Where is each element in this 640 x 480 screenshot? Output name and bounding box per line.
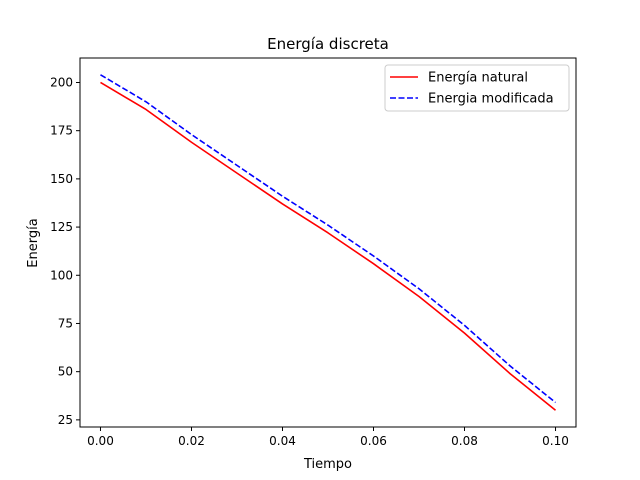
- legend-label: Energía natural: [428, 71, 528, 86]
- x-axis-label: Tiempo: [303, 457, 352, 472]
- y-tick-label: 100: [50, 268, 73, 282]
- y-axis: 25 50 75 100 125 150 175 200: [50, 75, 80, 427]
- y-axis-label: Energía: [26, 218, 41, 267]
- x-tick-label: 0.04: [269, 434, 296, 448]
- y-tick-label: 175: [50, 124, 73, 138]
- y-tick-label: 50: [58, 365, 73, 379]
- x-tick-label: 0.00: [87, 434, 114, 448]
- x-tick-label: 0.10: [542, 434, 569, 448]
- y-tick-label: 25: [58, 413, 73, 427]
- plot-area-frame: [79, 57, 577, 428]
- legend-label: Energia modificada: [428, 92, 554, 107]
- x-axis: 0.00 0.02 0.04 0.06 0.08 0.10: [87, 427, 569, 448]
- legend-box: [384, 64, 570, 112]
- y-tick-label: 200: [50, 75, 73, 89]
- series-layer: [100, 74, 557, 411]
- x-tick-label: 0.06: [360, 434, 387, 448]
- x-tick-label: 0.02: [178, 434, 205, 448]
- y-tick-label: 75: [58, 316, 73, 330]
- series-line-energia-natural: [100, 81, 557, 411]
- x-tick-label: 0.08: [451, 434, 478, 448]
- y-tick-label: 150: [50, 172, 73, 186]
- series-line-energia-modificada: [100, 74, 557, 404]
- y-tick-label: 125: [50, 220, 73, 234]
- chart-title: Energía discreta: [267, 35, 389, 53]
- legend: Energía natural Energia modificada: [384, 64, 570, 112]
